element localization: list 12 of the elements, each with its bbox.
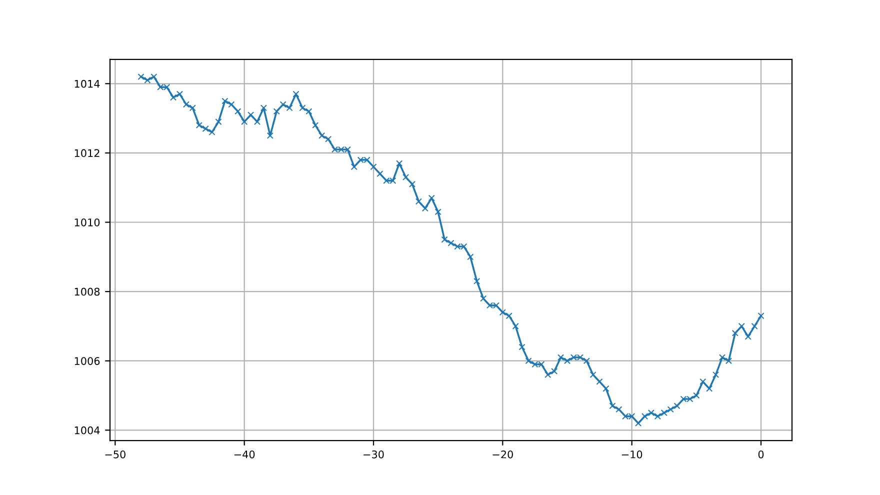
- y-tick-label: 1008: [74, 288, 100, 296]
- x-tick-label: 0: [758, 450, 764, 458]
- y-tick-label: 1004: [74, 426, 100, 434]
- y-tick-label: 1014: [74, 80, 100, 88]
- y-tick-label: 1006: [74, 357, 100, 365]
- x-tick-label: −10: [622, 450, 642, 458]
- x-tick-label: −30: [364, 450, 384, 458]
- y-tick-label: 1010: [74, 218, 100, 226]
- y-tick-label: 1012: [74, 149, 100, 158]
- x-tick-label: −20: [492, 450, 513, 458]
- x-tick-label: −50: [105, 450, 126, 458]
- x-tick-label: −40: [234, 450, 255, 458]
